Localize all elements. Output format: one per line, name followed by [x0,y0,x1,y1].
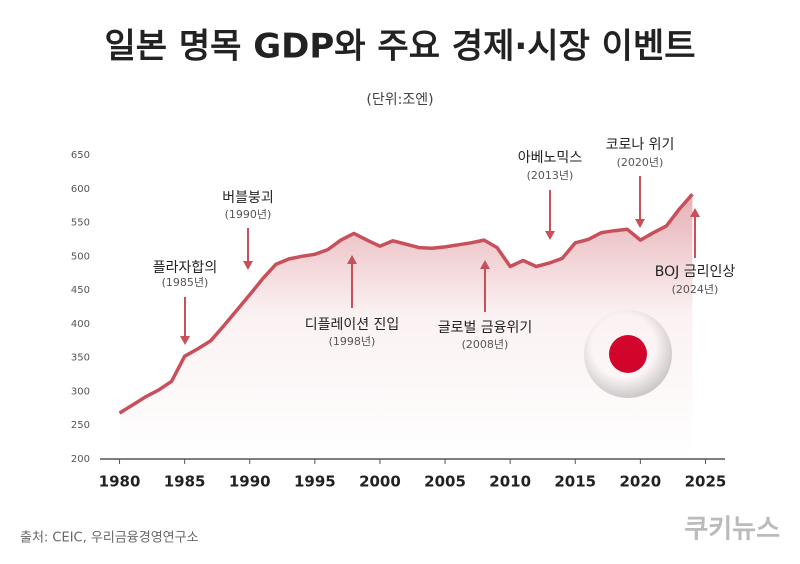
x-tick-label: 2000 [359,473,401,491]
y-tick-label: 350 [71,353,90,364]
annotation-label: BOJ 금리인상 [655,264,736,280]
x-tick-label: 1990 [229,473,271,491]
chart-title: 일본 명목 GDP와 주요 경제·시장 이벤트 [104,27,695,67]
arrow-head [690,208,700,217]
x-tick-label: 2020 [619,473,661,491]
chart-subtitle: (단위:조엔) [366,92,433,108]
annotation-sublabel: (1985년) [162,276,209,289]
x-tick-label: 2005 [424,473,466,491]
y-tick-label: 300 [71,386,90,397]
annotation-label: 아베노믹스 [518,150,583,166]
y-tick-label: 600 [71,184,90,195]
y-tick-label: 200 [71,454,90,465]
x-tick-label: 1980 [99,473,141,491]
x-tick-label: 2015 [554,473,596,491]
arrow-head [347,255,357,264]
source: 출처: CEIC, 우리금융경영연구소 [20,531,199,546]
x-tick-label: 2025 [685,473,727,491]
y-tick-label: 500 [71,251,90,262]
annotation-label: 글로벌 금융위기 [438,320,533,336]
annotation-label: 디플레이션 진입 [305,317,400,333]
arrow-head [635,219,645,228]
y-tick-label: 450 [71,285,90,296]
annotation-sublabel: (1990년) [225,208,272,221]
y-tick-label: 400 [71,319,90,330]
annotation-sublabel: (2024년) [672,283,719,296]
annotation-sublabel: (2008년) [462,338,509,351]
y-tick-label: 250 [71,420,90,431]
y-tick-label: 550 [71,218,90,229]
line [118,193,694,415]
y-tick-label: 650 [71,150,90,161]
annotation-label: 플라자합의 [153,260,217,276]
x-tick-label: 1995 [294,473,336,491]
arrow-head [480,260,490,269]
arrow-head [545,231,555,240]
logo: 쿠키뉴스 [684,515,780,545]
annotation-label: 코로나 위기 [606,137,675,153]
arrow-head [243,261,253,270]
annotation-sublabel: (2013년) [527,169,574,182]
annotation-sublabel: (2020년) [617,156,664,169]
x-tick-label: 1985 [164,473,206,491]
annotation-label: 버블붕괴 [222,190,274,206]
area [119,194,693,459]
arrow-head [180,336,190,345]
x-tick-label: 2010 [489,473,531,491]
annotation-sublabel: (1998년) [329,335,376,348]
